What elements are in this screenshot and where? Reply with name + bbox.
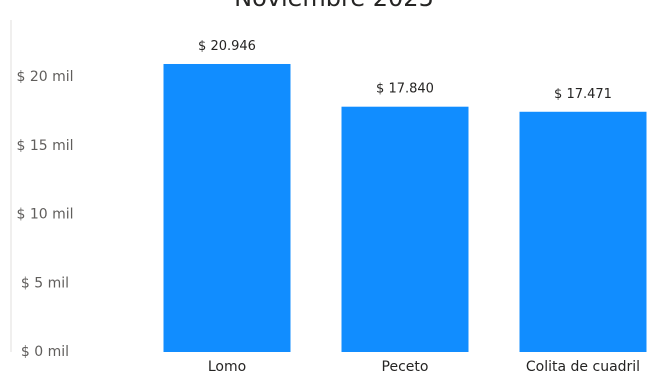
x-tick-label: Lomo: [208, 359, 246, 375]
y-tick-label: $ 15 mil: [16, 138, 73, 154]
y-axis: $ 0 mil $ 5 mil $ 10 mil $ 15 mil $ 20 mil: [16, 69, 73, 360]
y-tick-label: $ 5 mil: [21, 275, 69, 291]
x-axis: Lomo Peceto Colita de cuadril: [208, 359, 640, 375]
chart-title: Noviembre 2025: [234, 0, 434, 12]
y-tick-label: $ 20 mil: [16, 69, 73, 85]
data-label: $ 20.946: [198, 39, 256, 54]
y-tick-label: $ 10 mil: [16, 207, 73, 223]
y-tick-label: $ 0 mil: [21, 344, 69, 360]
bar-colita-de-cuadril: [519, 111, 647, 353]
data-label: $ 17.840: [376, 82, 434, 97]
x-tick-label: Colita de cuadril: [526, 359, 640, 375]
data-labels: $ 20.946 $ 17.840 $ 17.471: [198, 39, 612, 102]
bar-peceto: [341, 106, 469, 352]
bar-lomo: [163, 63, 291, 353]
x-tick-label: Peceto: [382, 359, 429, 375]
bars: [163, 63, 647, 353]
data-label: $ 17.471: [554, 87, 612, 102]
